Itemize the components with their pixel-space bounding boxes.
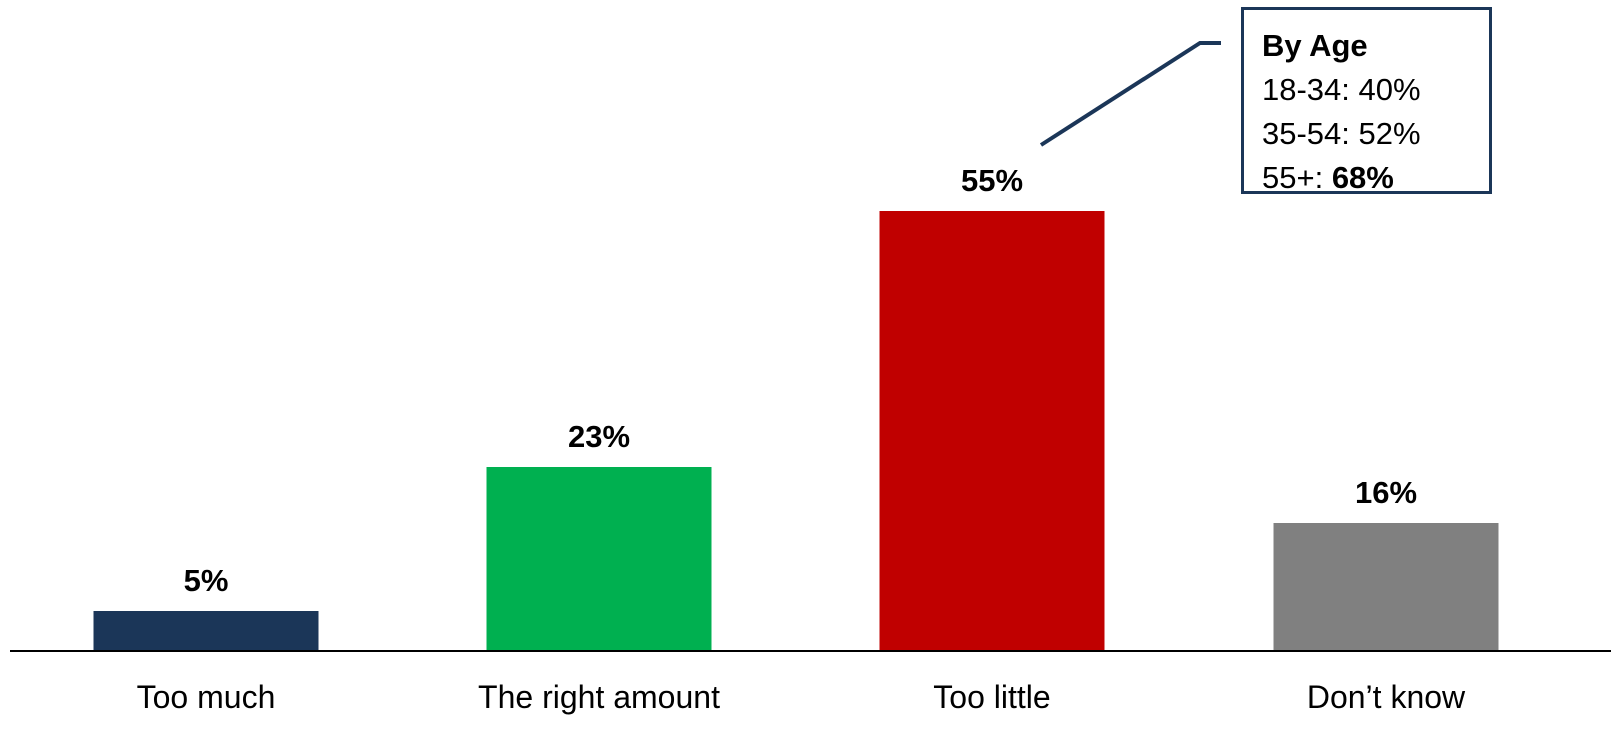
callout-row-value: 52% xyxy=(1358,116,1421,151)
callout-row-label: 18-34: xyxy=(1262,72,1359,107)
value-label-0: 5% xyxy=(184,563,229,598)
category-label-2: Too little xyxy=(933,679,1050,715)
category-labels-group: Too much The right amount Too little Don’t … xyxy=(137,679,1466,715)
bar-0 xyxy=(93,611,319,651)
value-label-1: 23% xyxy=(568,419,630,454)
bar-3 xyxy=(1273,523,1499,651)
category-label-0: Too much xyxy=(137,679,276,715)
callout-row-18-34: 18-34: 40% xyxy=(1262,68,1489,112)
value-label-3: 16% xyxy=(1355,475,1417,510)
callout-row-value: 68% xyxy=(1331,160,1394,195)
callout-title: By Age xyxy=(1262,28,1368,63)
callout-row-label: 55+: xyxy=(1262,160,1332,195)
value-labels-group: 5% 23% 55% 16% xyxy=(184,163,1417,598)
value-label-2: 55% xyxy=(961,163,1023,198)
callout-row-label: 35-54: xyxy=(1262,116,1359,151)
callout-row-55-plus: 55+: 68% xyxy=(1262,156,1489,200)
bar-1 xyxy=(486,467,712,651)
bars-group xyxy=(93,211,1499,651)
category-label-1: The right amount xyxy=(478,679,720,715)
category-label-3: Don’t know xyxy=(1307,679,1466,715)
bar-2 xyxy=(879,211,1105,651)
callout-row-35-54: 35-54: 52% xyxy=(1262,112,1489,156)
callout-row-value: 40% xyxy=(1358,72,1421,107)
age-breakdown-callout: By Age 18-34: 40% 35-54: 52% 55+: 68% xyxy=(1241,7,1492,195)
callout-leader-line xyxy=(1039,41,1221,147)
